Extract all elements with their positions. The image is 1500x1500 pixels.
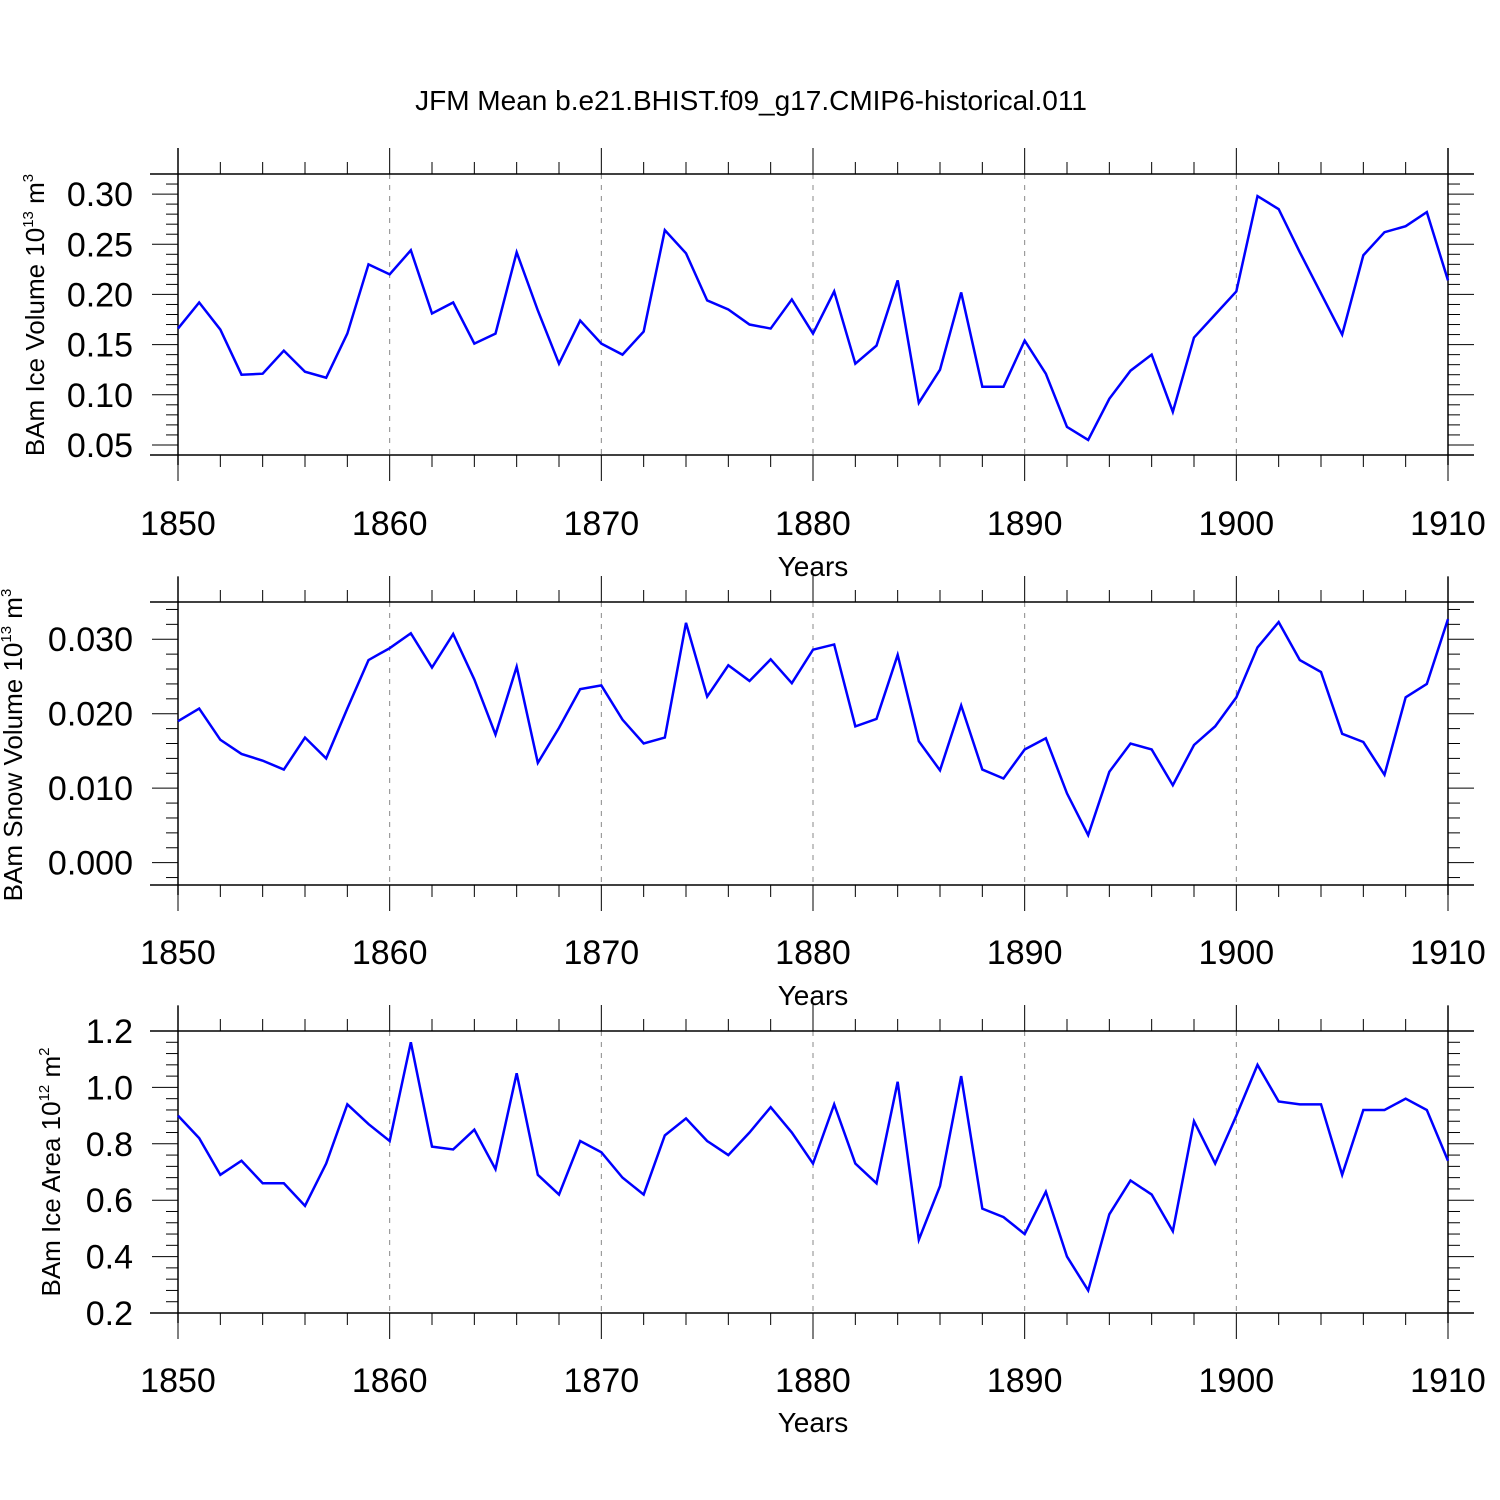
ice-volume-ytick-label: 0.30: [67, 176, 133, 214]
ice-volume-panel: BAm Ice Volume 1013 m3 Years 1850 1860 187…: [20, 148, 1486, 582]
ice-area-ytick-label: 0.2: [86, 1295, 133, 1333]
ice-volume-ytick-label: 0.05: [67, 427, 133, 465]
snow-volume-xtick-label-1860: 1860: [352, 934, 428, 972]
ice-volume-xtick-label-1860: 1860: [352, 505, 428, 543]
ice-area-xtick-label-1890: 1890: [987, 1362, 1063, 1400]
ice-volume-ylabel-exp: 13: [20, 211, 37, 228]
ice-volume-ylabel-unit-exp: 3: [20, 174, 37, 182]
ice-area-xtick-label-1850: 1850: [140, 1362, 216, 1400]
ice-area-xtick-label-1910: 1910: [1410, 1362, 1486, 1400]
snow-volume-ytick-label: 0.020: [48, 696, 133, 734]
ice-area-xtick-label-1860: 1860: [352, 1362, 428, 1400]
snow-volume-xtick-label-1900: 1900: [1199, 934, 1275, 972]
snow-volume-xtick-label-1910: 1910: [1410, 934, 1486, 972]
snow-volume-xtick-label-1870: 1870: [564, 934, 640, 972]
ice-area-ylabel-unit: m: [36, 1056, 66, 1085]
snow-volume-panel: BAm Snow Volume 1013 m3 Years 1850186018…: [0, 576, 1486, 1011]
ice-area-xtick-label-1870: 1870: [564, 1362, 640, 1400]
ice-volume-ytick-label: 0.25: [67, 226, 133, 264]
ice-area-ytick-label: 0.4: [86, 1239, 133, 1277]
snow-volume-xtick-label-1850: 1850: [140, 934, 216, 972]
ice-volume-ylabel-unit: m: [20, 182, 50, 211]
ice-area-ytick-label: 1.0: [86, 1069, 133, 1107]
ice-volume-ytick-label: 0.15: [67, 327, 133, 365]
snow-volume-xtick-label-1890: 1890: [987, 934, 1063, 972]
snow-volume-ylabel-prefix: BAm Snow Volume 10: [0, 643, 28, 902]
ice-volume-xtick-label-1890: 1890: [987, 505, 1063, 543]
ice-volume-xtick-label-1880: 1880: [775, 505, 851, 543]
ice-volume-xtick-label-1870: 1870: [564, 505, 640, 543]
ice-area-x-axis-label: Years: [778, 1407, 849, 1438]
snow-volume-ytick-label: 0.000: [48, 845, 133, 883]
ice-area-xtick-label-1900: 1900: [1199, 1362, 1275, 1400]
snow-volume-series-line: [177, 618, 1450, 839]
snow-volume-ylabel-unit: m: [0, 597, 28, 626]
ice-volume-xtick-label-1910: 1910: [1410, 505, 1486, 543]
figure-title: JFM Mean b.e21.BHIST.f09_g17.CMIP6-histo…: [415, 85, 1087, 116]
ice-area-ylabel-unit-exp: 2: [36, 1047, 53, 1055]
ice-volume-xtick-label-1900: 1900: [1199, 505, 1275, 543]
snow-volume-ylabel-unit-exp: 3: [0, 589, 15, 597]
ice-volume-y-axis-label: BAm Ice Volume 1013 m3: [20, 174, 50, 456]
ice-area-ylabel-exp: 12: [36, 1085, 53, 1102]
ice-area-xtick-label-1880: 1880: [775, 1362, 851, 1400]
snow-volume-xtick-label-1880: 1880: [775, 934, 851, 972]
ice-area-ytick-label: 1.2: [86, 1013, 133, 1051]
ice-volume-ytick-label: 0.20: [67, 276, 133, 314]
snow-volume-ylabel-exp: 13: [0, 626, 15, 643]
ice-volume-ylabel-prefix: BAm Ice Volume 10: [20, 228, 50, 456]
ice-area-ylabel-prefix: BAm Ice Area 10: [36, 1101, 66, 1296]
ice-area-series-line: [177, 1042, 1450, 1294]
ice-volume-series-line: [177, 194, 1450, 442]
ice-area-ytick-label: 0.6: [86, 1182, 133, 1220]
snow-volume-y-axis-label: BAm Snow Volume 1013 m3: [0, 589, 28, 902]
ice-volume-xtick-label-1850: 1850: [140, 505, 216, 543]
ice-area-ytick-label: 0.8: [86, 1126, 133, 1164]
snow-volume-ytick-label: 0.030: [48, 621, 133, 659]
ice-area-y-axis-label: BAm Ice Area 1012 m2: [36, 1047, 66, 1296]
ice-area-panel: BAm Ice Area 1012 m2 Years 1850 1860 1870 1…: [36, 1005, 1486, 1438]
ice-volume-ytick-label: 0.10: [67, 377, 133, 415]
snow-volume-ytick-label: 0.010: [48, 770, 133, 808]
